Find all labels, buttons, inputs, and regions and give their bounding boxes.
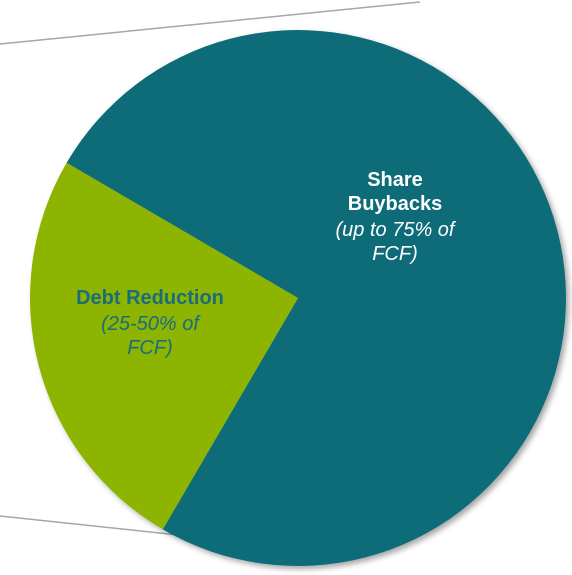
pie-slice <box>30 162 299 530</box>
slice-label: Debt Reduction <box>76 287 224 309</box>
slice-label: Share Buybacks <box>347 169 443 215</box>
slice-annotation: (25-50% of FCF) <box>101 313 199 359</box>
pie-slice <box>66 29 567 566</box>
pie <box>30 29 567 566</box>
slice-annotation: (up to 75% of FCF) <box>335 219 455 265</box>
callout-line <box>0 1 421 45</box>
